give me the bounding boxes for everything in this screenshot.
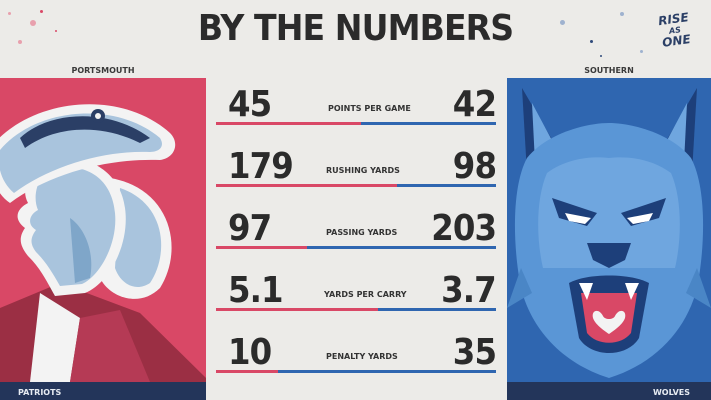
right-share-bar <box>361 122 496 125</box>
stat-row: 45 POINTS PER GAME 42 <box>216 80 497 142</box>
right-stat-value: 203 <box>431 208 497 249</box>
right-share-bar <box>307 246 496 249</box>
right-share-bar <box>397 184 496 187</box>
patriots-footer-bar <box>0 382 206 400</box>
stat-label: YARDS PER CARRY <box>324 290 407 299</box>
rise-as-one-logo: RISE AS ONE <box>657 10 692 50</box>
left-team-name: PATRIOTS <box>18 388 62 397</box>
right-stat-value: 35 <box>452 332 497 373</box>
stat-label: PASSING YARDS <box>326 228 398 237</box>
stat-label: RUSHING YARDS <box>326 166 400 175</box>
wolf-mascot-icon <box>507 88 711 378</box>
patriot-mascot-icon <box>0 104 206 382</box>
stat-row: 5.1 YARDS PER CARRY 3.7 <box>216 266 497 328</box>
stat-label: PENALTY YARDS <box>326 352 398 361</box>
stat-bar <box>216 246 496 249</box>
stat-bar <box>216 308 496 311</box>
right-share-bar <box>378 308 496 311</box>
right-stat-value: 98 <box>452 146 497 187</box>
stat-row: 97 PASSING YARDS 203 <box>216 204 497 266</box>
stat-comparison-list: 45 POINTS PER GAME 42 179 RUSHING YARDS … <box>216 80 497 390</box>
left-share-bar <box>216 122 361 125</box>
stat-bar <box>216 184 496 187</box>
left-school-label: PORTSMOUTH <box>71 66 135 75</box>
left-stat-value: 10 <box>228 332 272 373</box>
wolves-panel <box>507 78 711 400</box>
stat-row: 179 RUSHING YARDS 98 <box>216 142 497 204</box>
stat-bar <box>216 370 496 373</box>
right-share-bar <box>278 370 496 373</box>
left-stat-value: 5.1 <box>228 270 284 311</box>
left-stat-value: 97 <box>228 208 272 249</box>
left-share-bar <box>216 184 397 187</box>
wolves-footer-bar <box>507 382 711 400</box>
stat-row: 10 PENALTY YARDS 35 <box>216 328 497 390</box>
left-stat-value: 179 <box>228 146 294 187</box>
right-stat-value: 3.7 <box>441 270 497 311</box>
page-title: BY THE NUMBERS <box>197 8 514 49</box>
right-school-label: SOUTHERN <box>584 66 634 75</box>
left-stat-value: 45 <box>228 84 272 125</box>
left-share-bar <box>216 370 278 373</box>
stat-label: POINTS PER GAME <box>328 104 411 113</box>
left-share-bar <box>216 246 307 249</box>
stat-bar <box>216 122 496 125</box>
right-stat-value: 42 <box>452 84 497 125</box>
right-team-name: WOLVES <box>652 388 690 397</box>
left-share-bar <box>216 308 378 311</box>
patriots-panel <box>0 78 206 400</box>
